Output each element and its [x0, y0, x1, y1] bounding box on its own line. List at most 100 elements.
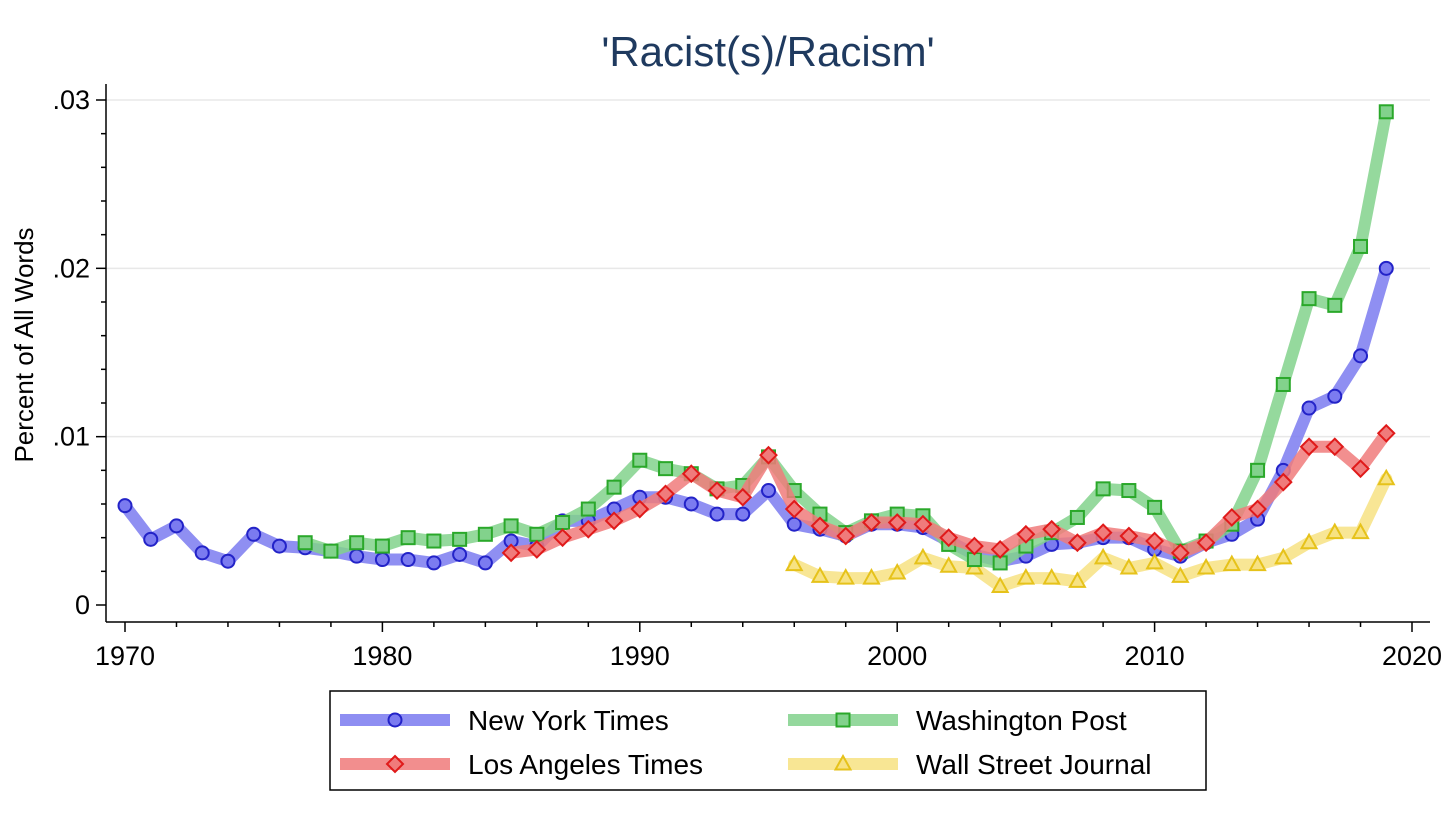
- y-tick-label: .03: [52, 85, 90, 115]
- data-point: [477, 555, 493, 571]
- data-point: [759, 445, 778, 465]
- data-point: [1069, 509, 1085, 525]
- data-point: [707, 481, 727, 500]
- data-point: [1171, 566, 1190, 583]
- data-point: [1353, 238, 1369, 254]
- data-point: [1042, 568, 1061, 585]
- data-point: [761, 483, 776, 499]
- data-point: [1378, 260, 1394, 276]
- y-tick-label: 0: [75, 590, 90, 620]
- legend-label: Wall Street Journal: [916, 749, 1152, 780]
- data-point: [117, 498, 133, 514]
- data-point: [580, 501, 596, 517]
- x-tick-label: 2000: [867, 641, 927, 671]
- data-point: [709, 506, 725, 522]
- data-point: [1067, 533, 1087, 553]
- y-axis-title: Percent of All Words: [9, 227, 39, 462]
- data-point: [606, 479, 622, 495]
- legend-box: [329, 690, 1207, 791]
- data-point: [1327, 297, 1343, 313]
- data-point: [452, 547, 468, 562]
- data-point: [1222, 508, 1242, 527]
- x-tick-label: 2010: [1125, 641, 1185, 671]
- data-point: [529, 526, 545, 542]
- data-point: [810, 566, 830, 583]
- data-point: [477, 526, 493, 542]
- y-tick-label: .02: [52, 253, 90, 283]
- x-tick-label: 1970: [95, 641, 155, 671]
- data-point: [1119, 557, 1139, 575]
- data-point: [1353, 348, 1369, 364]
- data-point: [452, 531, 468, 547]
- data-point: [1325, 437, 1345, 457]
- data-point: [1170, 543, 1190, 563]
- data-point: [1145, 531, 1165, 551]
- data-point: [784, 499, 804, 519]
- data-point: [168, 518, 184, 534]
- data-point: [297, 535, 313, 551]
- data-point: [735, 506, 751, 522]
- data-point: [630, 499, 650, 519]
- legend-marker: [385, 754, 405, 774]
- data-point: [681, 464, 701, 484]
- x-tick-label: 1980: [352, 641, 412, 671]
- data-point: [1119, 526, 1139, 546]
- data-point: [913, 547, 933, 565]
- data-point: [836, 568, 855, 585]
- data-point: [374, 538, 390, 554]
- data-point: [246, 526, 262, 542]
- data-point: [1147, 499, 1163, 515]
- data-point: [400, 530, 416, 546]
- data-point: [862, 513, 881, 532]
- data-point: [374, 552, 390, 568]
- data-point: [1378, 104, 1394, 120]
- data-point: [527, 540, 547, 559]
- data-point: [426, 555, 442, 571]
- data-point: [862, 568, 881, 585]
- data-point: [1248, 499, 1267, 519]
- legend-label: Washington Post: [916, 705, 1127, 736]
- data-point: [1068, 571, 1087, 588]
- data-point: [965, 536, 984, 556]
- legend-marker: [387, 712, 403, 728]
- data-point: [1093, 523, 1113, 543]
- data-point: [656, 484, 675, 504]
- series-wall-street-journal: [785, 468, 1396, 593]
- data-point: [1250, 462, 1266, 478]
- data-point: [1248, 554, 1267, 572]
- x-tick-label: 1990: [610, 641, 670, 671]
- data-point: [658, 461, 674, 477]
- series-new-york-times: [117, 260, 1394, 571]
- data-point: [836, 526, 856, 546]
- data-point: [1196, 533, 1216, 553]
- data-point: [143, 531, 159, 547]
- data-point: [323, 543, 339, 559]
- legend-marker: [833, 753, 853, 771]
- data-point: [1145, 552, 1164, 570]
- data-point: [1351, 459, 1370, 479]
- data-point: [887, 513, 907, 532]
- data-point: [349, 548, 365, 564]
- data-point: [1093, 547, 1113, 565]
- series-line: [299, 105, 1393, 569]
- data-point: [939, 556, 958, 573]
- data-point: [604, 511, 624, 531]
- data-point: [503, 518, 519, 534]
- data-point: [785, 554, 804, 572]
- data-point: [220, 553, 236, 569]
- data-point: [501, 543, 521, 563]
- data-point: [1299, 532, 1319, 550]
- data-point: [913, 514, 933, 534]
- series-los-angeles-times: [501, 423, 1396, 563]
- chart-title: 'Racist(s)/Racism': [601, 28, 934, 75]
- data-point: [1222, 554, 1242, 572]
- data-point: [1196, 557, 1216, 575]
- data-point: [888, 562, 907, 580]
- data-point: [1016, 524, 1036, 544]
- data-point: [1327, 388, 1343, 404]
- data-point: [733, 487, 753, 507]
- series-washington-post: [297, 104, 1394, 571]
- data-point: [349, 535, 365, 551]
